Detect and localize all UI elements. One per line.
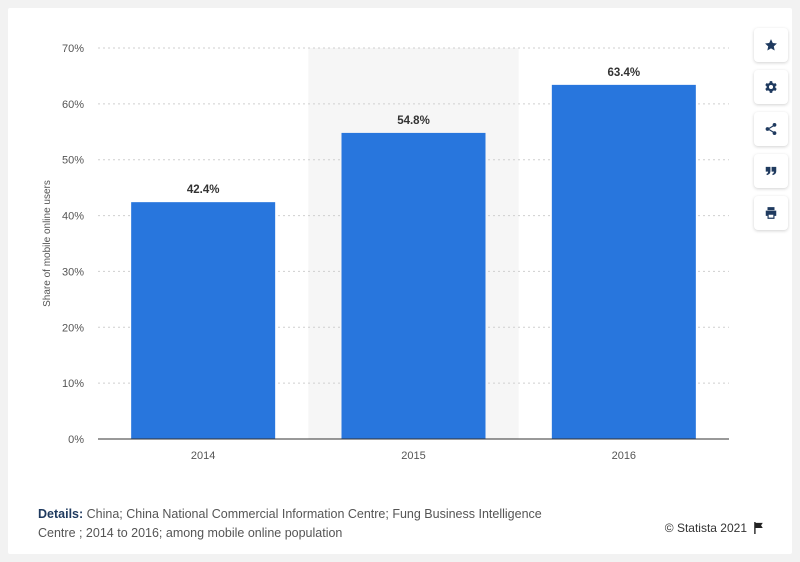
details-label: Details: — [38, 507, 84, 521]
bar-chart: 0% 10% 20% 30% 40% 50% 60% 70% 42.4% 2014 54.8% 201… — [42, 43, 729, 462]
bar — [341, 132, 486, 439]
y-tick-label: 50% — [62, 155, 84, 167]
y-tick-label: 0% — [68, 434, 84, 446]
details-note: Details: China; China National Commercia… — [38, 505, 558, 543]
chart-card: 0% 10% 20% 30% 40% 50% 60% 70% 42.4% 2014 54.8% 201… — [8, 8, 792, 554]
x-tick-label: 2015 — [401, 450, 425, 462]
y-tick-label: 70% — [62, 43, 84, 55]
cite-button[interactable] — [754, 154, 788, 188]
x-tick-label: 2014 — [191, 450, 215, 462]
share-button[interactable] — [754, 112, 788, 146]
print-button[interactable] — [754, 196, 788, 230]
print-icon — [765, 207, 777, 219]
data-label: 54.8% — [397, 115, 430, 127]
y-tick-label: 10% — [62, 378, 84, 390]
statista-credit[interactable]: © Statista 2021 — [665, 521, 764, 535]
y-axis-label: Share of mobile online users — [42, 180, 53, 307]
quote-icon — [765, 166, 777, 176]
y-tick-label: 60% — [62, 99, 84, 111]
favorite-button[interactable] — [754, 28, 788, 62]
bar — [551, 84, 696, 439]
flag-icon — [754, 522, 763, 534]
star-icon — [765, 39, 777, 51]
gear-icon — [765, 81, 777, 93]
settings-button[interactable] — [754, 70, 788, 104]
share-icon — [765, 123, 777, 135]
credit-text: © Statista 2021 — [664, 521, 747, 535]
y-tick-label: 30% — [62, 266, 84, 278]
x-tick-label: 2016 — [612, 450, 636, 462]
y-tick-label: 40% — [62, 211, 84, 223]
bar — [131, 202, 276, 439]
data-label: 63.4% — [608, 67, 641, 79]
y-tick-label: 20% — [62, 322, 84, 334]
details-text: China; China National Commercial Informa… — [38, 507, 542, 540]
chart-toolbar — [754, 28, 788, 230]
data-label: 42.4% — [187, 184, 220, 196]
